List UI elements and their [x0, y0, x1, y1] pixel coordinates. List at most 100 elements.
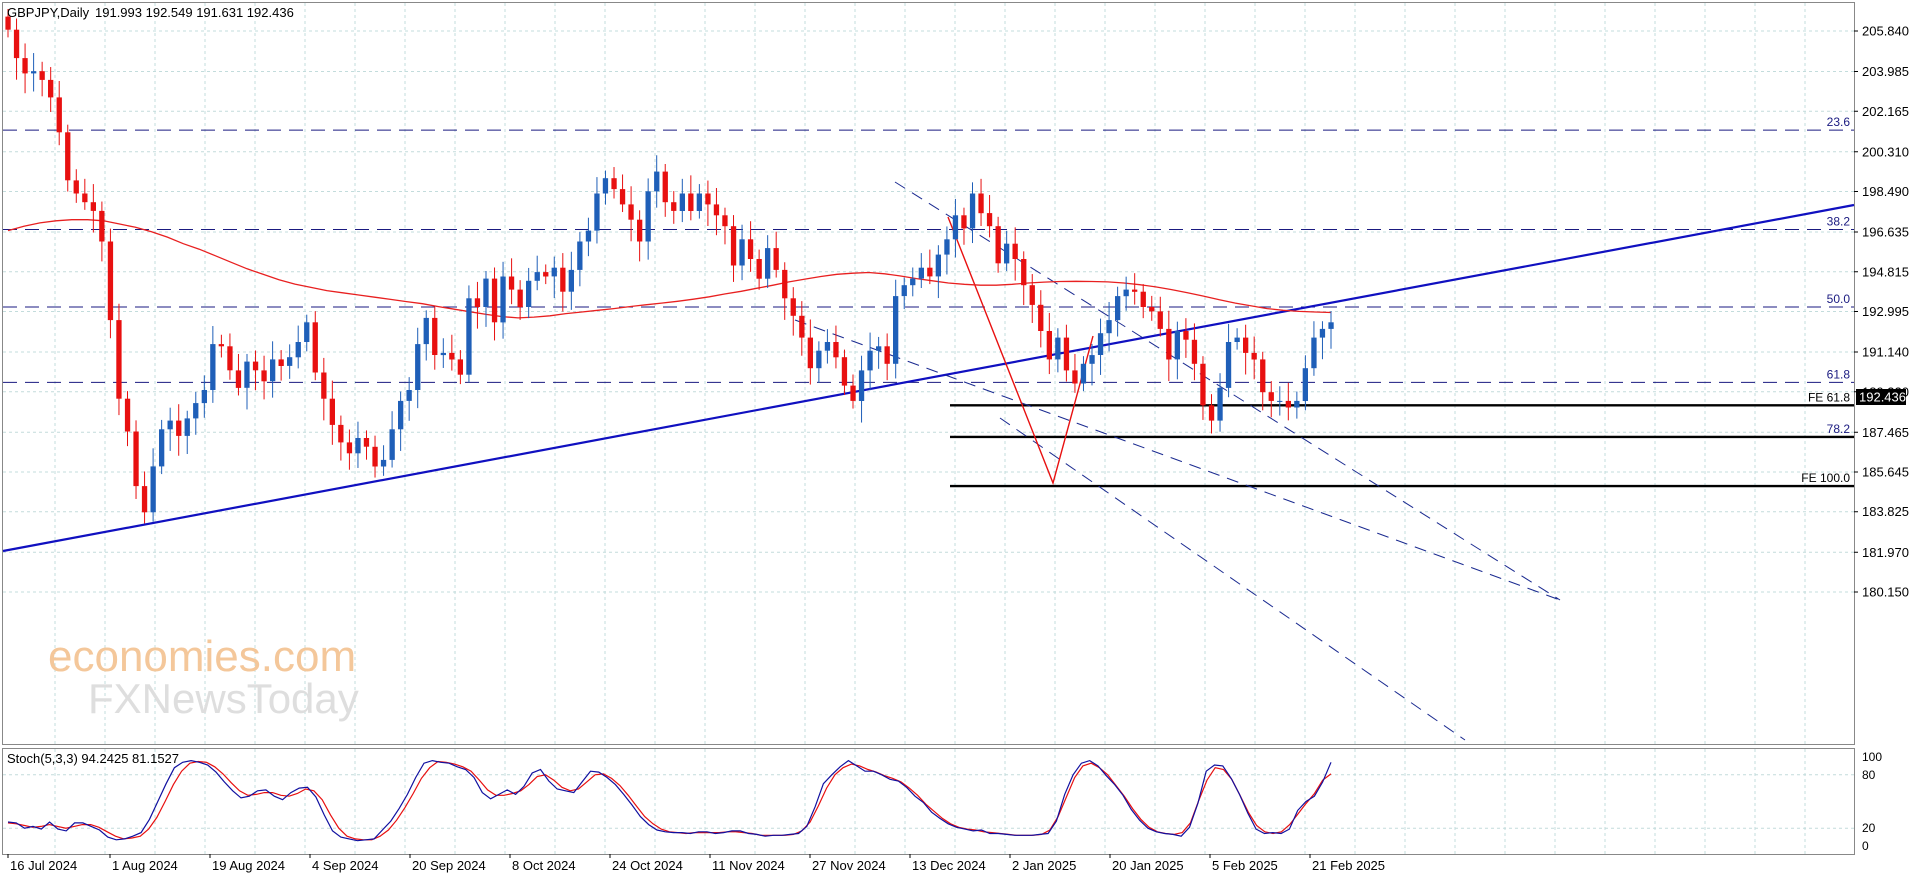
candle [457, 350, 463, 385]
candle [884, 333, 890, 381]
candle [876, 336, 882, 369]
candle [867, 332, 873, 391]
candle [688, 175, 694, 221]
candle [48, 67, 54, 113]
chart-header-symbol: GBPJPY,Daily [7, 5, 90, 20]
candle [235, 353, 242, 396]
candle [858, 355, 865, 423]
candle [107, 228, 114, 339]
candle [969, 182, 976, 244]
candle [261, 355, 267, 400]
candle [927, 249, 933, 285]
time-axis: 16 Jul 2024 1 Aug 2024 19 Aug 2024 4 Sep 20… [7, 854, 1385, 873]
time-tick-label: 4 Sep 2024 [312, 858, 379, 873]
price-tick-label: 180.150 [1862, 585, 1909, 600]
moving-average-line [7, 219, 1332, 319]
candle [790, 287, 796, 336]
candle [543, 264, 549, 285]
candle [1046, 312, 1052, 375]
candle [304, 314, 310, 352]
price-tick-label: 196.635 [1862, 225, 1909, 240]
candle [679, 178, 685, 223]
candlestick-series [5, 8, 1334, 524]
stoch-level-label: 100 [1862, 750, 1882, 764]
current-price-text: 192.436 [1859, 390, 1906, 405]
fib-level-label: 23.6 [1827, 115, 1851, 129]
candle [500, 261, 506, 339]
candle [1191, 323, 1198, 381]
rising-trendline [2, 203, 1855, 553]
candle [483, 270, 489, 327]
fib-level-label: 50.0 [1827, 292, 1851, 306]
time-tick-label: 20 Jan 2025 [1112, 858, 1184, 873]
candle [935, 245, 941, 299]
channel-upper-line [794, 319, 1561, 601]
candle [1251, 336, 1257, 380]
candle [611, 167, 617, 199]
candle [56, 81, 62, 146]
candle [1038, 290, 1044, 348]
candle [517, 280, 523, 320]
candle [1183, 318, 1189, 358]
time-tick-label: 8 Oct 2024 [512, 858, 576, 873]
candle [1106, 302, 1112, 352]
candle [432, 306, 438, 370]
time-tick-label: 1 Aug 2024 [112, 858, 178, 873]
stochastic-grid [3, 749, 1854, 854]
time-tick-label: 13 Dec 2024 [912, 858, 986, 873]
candle [398, 391, 404, 451]
candle [1277, 386, 1283, 416]
time-tick-label: 24 Oct 2024 [612, 858, 683, 873]
time-tick-label: 5 Feb 2025 [1212, 858, 1278, 873]
candle [355, 421, 361, 468]
candle [560, 253, 566, 312]
candle [65, 124, 71, 192]
candle [1149, 295, 1155, 321]
candle [1225, 323, 1232, 398]
candle [218, 334, 224, 358]
candle [1294, 391, 1300, 419]
price-tick-label: 205.840 [1862, 24, 1909, 39]
stoch-level-label: 20 [1862, 821, 1876, 835]
candle [508, 258, 515, 305]
candle [713, 188, 720, 236]
candle [150, 448, 156, 522]
candle [176, 404, 182, 456]
stoch-level-label: 0 [1862, 839, 1869, 853]
candle [671, 191, 677, 224]
candle [850, 374, 856, 409]
candle [645, 178, 651, 260]
candle [338, 415, 344, 461]
candle [116, 303, 122, 416]
candle [13, 18, 20, 80]
candle [329, 380, 335, 445]
candle [474, 281, 481, 329]
candle [705, 180, 711, 227]
candle [773, 231, 779, 278]
candle [406, 377, 412, 421]
candle [133, 420, 139, 499]
candle [1097, 318, 1104, 375]
candle [816, 341, 822, 383]
candle [1140, 284, 1146, 319]
candle [141, 471, 148, 524]
candle [585, 217, 592, 257]
candle [1123, 276, 1129, 311]
stochastic-panel-frame [2, 748, 1855, 855]
candle [747, 221, 754, 272]
candle [654, 155, 660, 208]
candle [1115, 286, 1121, 337]
candle [722, 207, 728, 245]
candle [287, 344, 293, 379]
candle [1311, 321, 1317, 376]
candle [551, 256, 557, 299]
candle [628, 186, 634, 242]
candle [201, 375, 207, 418]
candle [961, 207, 967, 245]
candle [423, 310, 429, 361]
candle [449, 334, 455, 371]
candle [184, 410, 190, 454]
fibonacci-levels: 23.6 38.2 50.0 61.8 FE 61.8 78.2 FE 100.0 [3, 115, 1854, 488]
candle [765, 235, 771, 289]
channel-lower-line [999, 417, 1466, 741]
